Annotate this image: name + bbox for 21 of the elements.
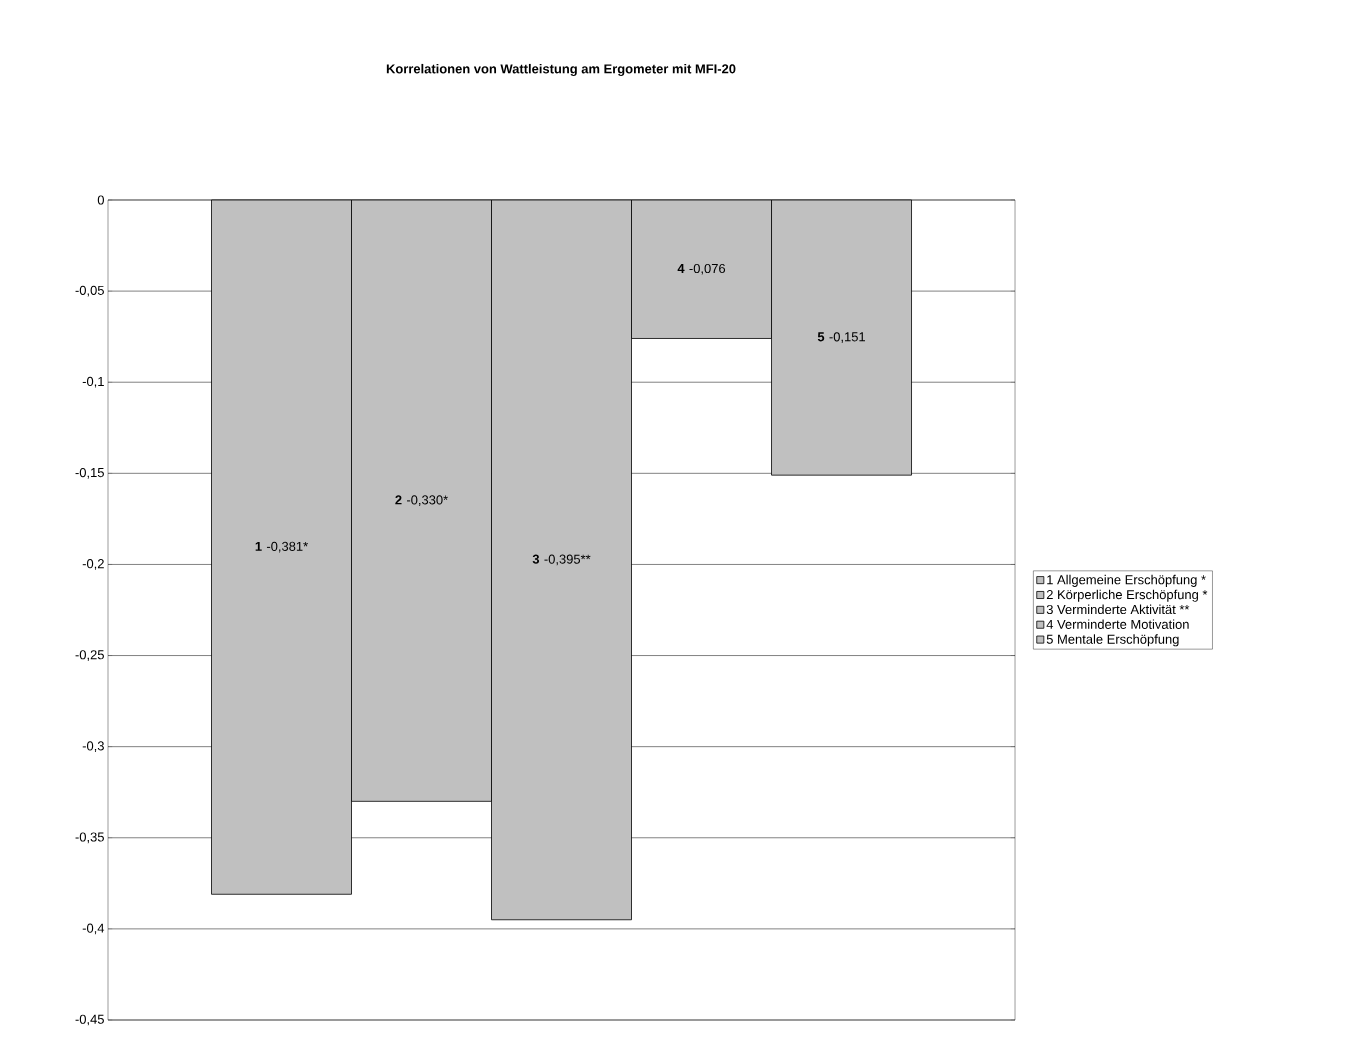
y-tick-label: -0,3 bbox=[82, 741, 104, 753]
y-tick-label: 0 bbox=[97, 195, 104, 205]
legend-label: 4 Verminderte Motivation bbox=[1046, 619, 1189, 629]
data-label: 1 -0,381* bbox=[255, 541, 308, 553]
data-label: 3 -0,395** bbox=[532, 554, 591, 566]
y-tick-label: -0,25 bbox=[75, 650, 104, 661]
y-tick-label: -0,2 bbox=[82, 559, 104, 570]
y-tick-label: -0,4 bbox=[82, 923, 105, 935]
legend-label: 3 Verminderte Aktivität ** bbox=[1046, 604, 1190, 615]
y-tick-label: -0,1 bbox=[82, 376, 104, 388]
y-tick-label: -0,45 bbox=[75, 1014, 104, 1026]
y-tick-label: -0,35 bbox=[75, 832, 104, 844]
chart-title: Korrelationen von Wattleistung am Ergometer mit MFI-20 bbox=[386, 63, 736, 77]
legend-label: 5 Mentale Erschöpfung bbox=[1046, 634, 1179, 647]
y-tick-label: -0,05 bbox=[75, 285, 104, 297]
data-label: 4 -0,076 bbox=[677, 263, 726, 275]
data-label: 2 -0,330* bbox=[395, 495, 448, 507]
y-tick-label: -0,15 bbox=[75, 467, 104, 479]
legend-label: 2 Körperliche Erschöpfung * bbox=[1046, 589, 1208, 602]
legend-label: 1 Allgemeine Erschöpfung * bbox=[1047, 574, 1206, 587]
data-label: 5 -0,151 bbox=[817, 332, 866, 343]
